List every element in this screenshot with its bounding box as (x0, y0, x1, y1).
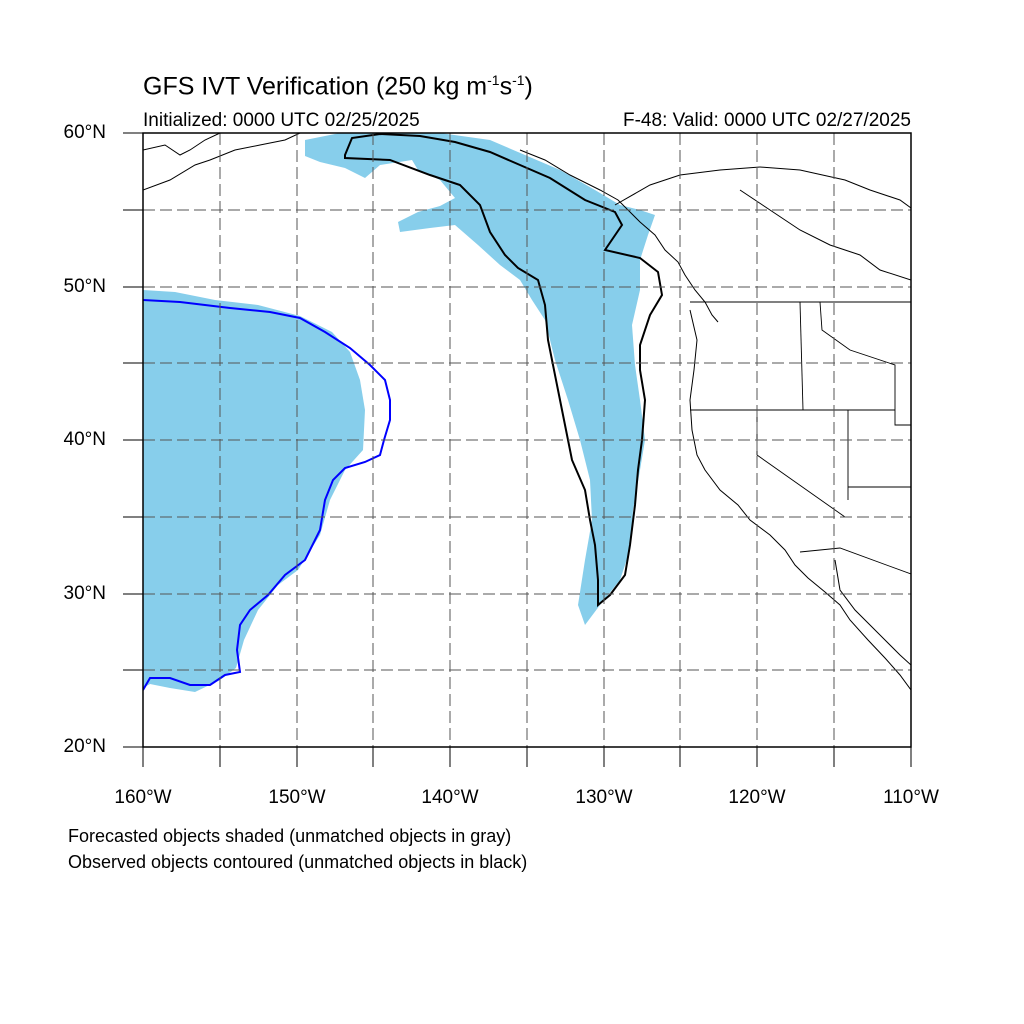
axis-ticks (123, 132, 912, 767)
lat-label-20n: 20°N (63, 736, 106, 757)
lat-label-50n: 50°N (63, 276, 106, 297)
lat-label-40n: 40°N (63, 429, 106, 450)
graticule (143, 133, 911, 747)
lon-label-160w: 160°W (114, 787, 172, 808)
lon-label-150w: 150°W (268, 787, 326, 808)
forecast-object-coastal (305, 133, 655, 625)
valid-time-label: F-48: Valid: 0000 UTC 02/27/2025 (623, 110, 911, 131)
observed-object-coastal (344, 133, 664, 608)
init-time-label: Initialized: 0000 UTC 02/25/2025 (143, 110, 420, 131)
observed-object-west (143, 299, 391, 691)
chart-title: GFS IVT Verification (250 kg m-1s-1) (143, 72, 533, 101)
forecast-object-west (143, 290, 365, 692)
lat-label-60n: 60°N (63, 122, 106, 143)
lat-label-30n: 30°N (63, 583, 106, 604)
lon-label-130w: 130°W (575, 787, 633, 808)
legend-note-forecast: Forecasted objects shaded (unmatched obj… (68, 826, 512, 846)
legend-note-observed: Observed objects contoured (unmatched ob… (68, 852, 528, 872)
state-boundaries (690, 301, 911, 575)
lon-label-120w: 120°W (728, 787, 786, 808)
lon-label-140w: 140°W (421, 787, 479, 808)
lon-label-110w: 110°W (883, 787, 939, 808)
